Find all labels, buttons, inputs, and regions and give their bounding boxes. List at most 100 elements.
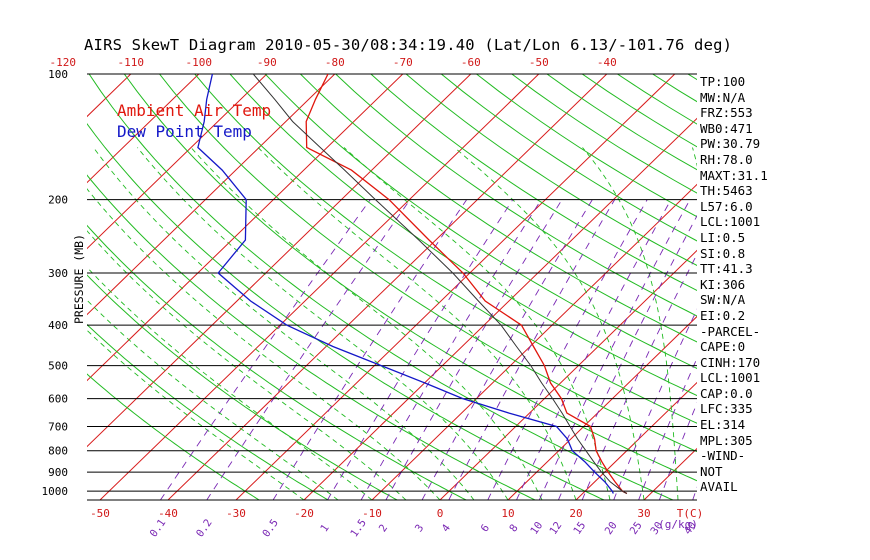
mixing-ratio-line xyxy=(448,199,616,500)
top-temperature-tick-label: -110 xyxy=(118,56,145,69)
dry-adiabat-line xyxy=(87,323,329,500)
dry-adiabat-line xyxy=(864,74,870,500)
dry-adiabat-line xyxy=(194,74,697,424)
mixing-ratio-tick-label: 40 xyxy=(682,520,699,537)
stat-item: CINH:170 xyxy=(700,354,761,370)
stat-item: FRZ:553 xyxy=(700,105,753,121)
dry-adiabat-line xyxy=(758,74,870,500)
mixing-ratio-tick-label: 1.5 xyxy=(348,517,369,539)
temperature-unit-label: T(C) xyxy=(677,507,704,520)
dry-adiabat-line xyxy=(88,74,674,500)
isotherm-line xyxy=(507,315,697,500)
mixing-ratio-tick-label: 12 xyxy=(547,520,564,537)
stat-item: TP:100 xyxy=(700,74,746,89)
pressure-tick-label: 700 xyxy=(48,421,68,434)
top-temperature-tick-label: -120 xyxy=(50,56,77,69)
parcel-line xyxy=(252,74,628,494)
stat-item: -WIND- xyxy=(700,448,746,464)
isotherm-line xyxy=(87,74,336,316)
dry-adiabat-line xyxy=(87,224,467,500)
stat-item: TH:5463 xyxy=(700,183,753,199)
mixing-ratio-line xyxy=(385,199,563,500)
mixing-ratio-tick-label: 0.1 xyxy=(148,517,169,539)
dry-adiabat-line xyxy=(405,74,697,267)
dry-adiabat-line xyxy=(159,74,697,453)
temperature-tick-label: 30 xyxy=(637,507,650,520)
isotherm-line xyxy=(87,74,472,448)
temperature-tick-label: 20 xyxy=(569,507,582,520)
top-temperature-tick-label: -90 xyxy=(257,56,277,69)
mixing-ratio-line xyxy=(658,402,697,500)
stat-item: SI:0.8 xyxy=(700,245,746,261)
mixing-ratio-tick-label: 0.5 xyxy=(260,517,281,539)
pressure-tick-label: 400 xyxy=(48,319,68,332)
dry-adiabat-line xyxy=(87,373,260,500)
pressure-tick-label: 100 xyxy=(48,68,68,81)
legend-dew-point-temp: Dew Point Temp xyxy=(117,122,252,141)
stat-item: SW:N/A xyxy=(700,292,746,308)
temperature-tick-label: -30 xyxy=(226,507,246,520)
mixing-ratio-unit-label: (g/kg) xyxy=(658,518,698,531)
stat-item: L57:6.0 xyxy=(700,198,753,214)
dry-adiabat-line xyxy=(87,274,398,500)
mixing-ratio-line xyxy=(360,199,542,500)
pressure-tick-label: 600 xyxy=(48,393,68,406)
mixing-ratio-tick-label: 15 xyxy=(571,520,588,537)
stat-item: EL:314 xyxy=(700,417,746,433)
isotherm-line xyxy=(87,74,200,184)
mixing-ratio-line xyxy=(421,199,593,500)
stat-item: PW:30.79 xyxy=(700,136,761,152)
mixing-ratio-line xyxy=(206,199,411,500)
isotherm-line xyxy=(780,74,870,500)
mixing-ratio-tick-label: 8 xyxy=(507,522,520,534)
temperature-tick-label: -20 xyxy=(294,507,314,520)
stat-item: LI:0.5 xyxy=(700,229,746,245)
temperature-tick-label: -10 xyxy=(362,507,382,520)
stat-item: -PARCEL- xyxy=(700,323,761,339)
stat-item: CAP:0.0 xyxy=(700,385,753,401)
legend-ambient-air-temp: Ambient Air Temp xyxy=(117,101,272,120)
moist-adiabat-line xyxy=(87,188,441,500)
stat-item: NOT xyxy=(700,463,723,479)
dry-adiabat-line xyxy=(300,74,697,343)
stat-item: KI:306 xyxy=(700,276,746,292)
isotherm-line xyxy=(303,117,697,500)
profile-series xyxy=(197,74,628,495)
pressure-tick-label: 900 xyxy=(48,466,68,479)
mixing-ratio-tick-label: 6 xyxy=(479,522,492,534)
mixing-ratio-tick-label: 1 xyxy=(318,522,331,534)
pressure-tick-label: 1000 xyxy=(42,485,69,498)
mixing-ratio-line xyxy=(538,199,691,500)
dry-adiabat-line xyxy=(335,74,697,317)
isotherm-line xyxy=(235,74,676,500)
stat-item: MW:N/A xyxy=(700,89,746,105)
mixing-ratio-tick-label: 10 xyxy=(528,520,545,537)
stat-item: LCL:1001 xyxy=(700,370,761,386)
isotherm-line xyxy=(87,74,268,250)
stat-item: AVAIL xyxy=(700,479,738,495)
dry-adiabat-line xyxy=(829,74,870,500)
isobars xyxy=(87,73,697,501)
stat-item: RH:78.0 xyxy=(700,151,753,167)
mixing-ratio-tick-label: 0.2 xyxy=(194,517,215,539)
top-temperature-tick-label: -60 xyxy=(461,56,481,69)
dry-adiabat-line xyxy=(229,74,697,397)
stat-item: LFC:335 xyxy=(700,401,753,417)
mixing-ratio-line xyxy=(516,199,672,500)
pressure-tick-label: 300 xyxy=(48,267,68,280)
temperature-tick-label: -40 xyxy=(158,507,178,520)
y-axis-label: PRESSURE (MB) xyxy=(72,233,86,325)
dry-adiabat-line xyxy=(264,74,697,370)
isotherm-line xyxy=(99,74,540,500)
mixing-ratio-tick-label: 4 xyxy=(440,522,453,534)
pressure-tick-label: 500 xyxy=(48,360,68,373)
dry-adiabat-line xyxy=(123,74,697,482)
stat-item: MPL:305 xyxy=(700,432,753,448)
temperature-tick-label: 10 xyxy=(501,507,514,520)
mixing-ratio-line xyxy=(557,214,697,500)
mixing-ratio-line xyxy=(272,199,468,500)
mixing-ratio-tick-label: 3 xyxy=(413,522,426,534)
top-temperature-tick-label: -50 xyxy=(529,56,549,69)
isotherm-line xyxy=(0,74,63,500)
